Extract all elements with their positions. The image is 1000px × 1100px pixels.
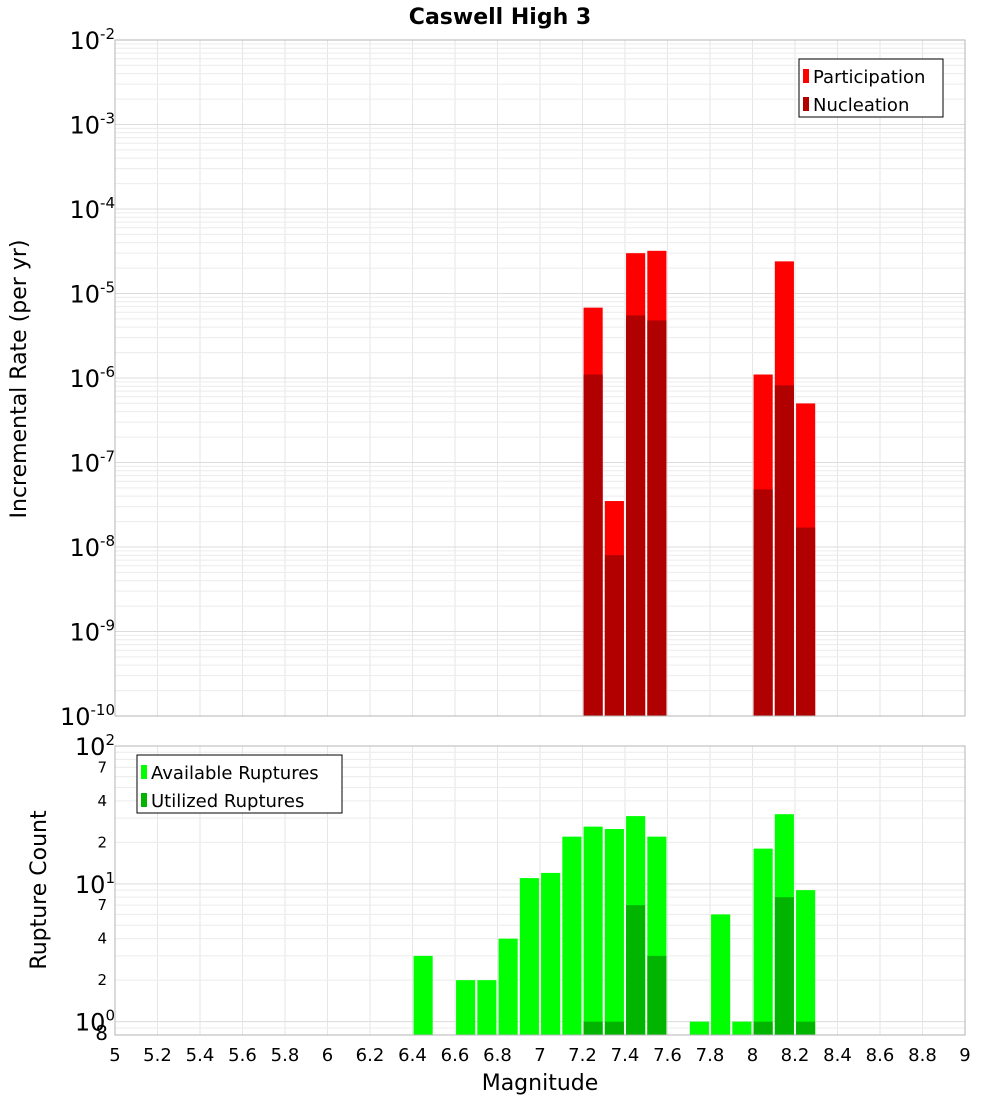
- x-tick-label: 5.8: [271, 1045, 300, 1066]
- x-tick-label: 5.4: [186, 1045, 215, 1066]
- count-y-minor-tick-label: 2: [97, 971, 107, 989]
- x-tick-label: 7.6: [653, 1045, 682, 1066]
- x-tick-label: 6.2: [356, 1045, 385, 1066]
- x-tick-label: 5.2: [143, 1045, 172, 1066]
- rate-y-tick-label: 10-9: [69, 617, 115, 647]
- count-legend-swatch: [141, 765, 147, 779]
- rate-bar-nucleation: [774, 385, 794, 716]
- x-tick-label: 7: [534, 1045, 545, 1066]
- count-y-tick-label: 100: [75, 1007, 115, 1037]
- count-bar-available-ruptures: [689, 1021, 709, 1035]
- count-legend-label: Available Ruptures: [151, 763, 319, 784]
- count-bar-available-ruptures: [498, 938, 518, 1035]
- rate-bar-nucleation: [753, 489, 773, 716]
- x-tick-label: 6.8: [483, 1045, 512, 1066]
- rate-y-tick-label: 10-3: [69, 110, 115, 140]
- x-tick-label: 8.2: [781, 1045, 810, 1066]
- count-y-minor-tick-label: 7: [97, 758, 107, 776]
- count-legend-box: [136, 754, 343, 814]
- x-tick-label: 8: [747, 1045, 758, 1066]
- rate-bar-nucleation: [583, 374, 603, 716]
- count-y-axis-label: Rupture Count: [27, 810, 52, 970]
- count-bar-utilized-ruptures: [753, 1021, 773, 1035]
- count-y-minor-tick-label: 4: [97, 930, 107, 948]
- rate-y-axis-label: Incremental Rate (per yr): [7, 240, 32, 519]
- count-bar-utilized-ruptures: [774, 897, 794, 1035]
- count-y-tick-label: 101: [75, 869, 115, 899]
- x-tick-label: 8.8: [908, 1045, 937, 1066]
- count-legend-label: Utilized Ruptures: [151, 791, 304, 812]
- count-bar-available-ruptures: [477, 980, 497, 1035]
- rate-y-tick-label: 10-6: [69, 363, 115, 393]
- rate-bar-nucleation: [626, 315, 646, 716]
- count-bar-available-ruptures: [753, 848, 773, 1035]
- count-bar-available-ruptures: [711, 914, 731, 1035]
- rate-legend-swatch: [803, 69, 809, 83]
- count-y-minor-tick-label: 2: [97, 833, 107, 851]
- x-tick-label: 5.6: [228, 1045, 257, 1066]
- rate-y-tick-label: 10-7: [69, 448, 115, 478]
- count-bar-available-ruptures: [604, 828, 624, 1035]
- rate-legend-box: [798, 58, 944, 118]
- count-bar-utilized-ruptures: [604, 1021, 624, 1035]
- count-bar-available-ruptures: [562, 836, 582, 1035]
- x-tick-label: 5: [109, 1045, 120, 1066]
- count-bar-available-ruptures: [796, 890, 816, 1035]
- count-plot-border: [114, 745, 966, 1036]
- count-legend-swatch: [141, 793, 147, 807]
- rate-y-tick-label: 10-5: [69, 279, 115, 309]
- x-tick-label: 9: [959, 1045, 970, 1066]
- x-tick-label: 6: [322, 1045, 333, 1066]
- rate-legend-swatch: [803, 97, 809, 111]
- count-bar-available-ruptures: [519, 878, 539, 1035]
- count-bar-available-ruptures: [413, 955, 433, 1035]
- count-bar-utilized-ruptures: [647, 955, 667, 1035]
- rate-legend-label: Participation: [813, 67, 925, 88]
- chart-title: Caswell High 3: [409, 5, 591, 30]
- count-bar-available-ruptures: [541, 872, 561, 1035]
- x-tick-label: 6.4: [398, 1045, 427, 1066]
- x-tick-label: 8.6: [866, 1045, 895, 1066]
- x-tick-label: 7.4: [611, 1045, 640, 1066]
- x-tick-label: 7.8: [696, 1045, 725, 1066]
- x-axis-label: Magnitude: [482, 1071, 599, 1096]
- x-tick-label: 8.4: [823, 1045, 852, 1066]
- count-y-minor-tick-label: 8: [95, 1021, 108, 1045]
- count-bar-available-ruptures: [732, 1021, 752, 1035]
- rate-y-tick-label: 10-10: [60, 701, 115, 731]
- rate-bar-nucleation: [604, 555, 624, 716]
- count-bar-available-ruptures: [456, 980, 476, 1035]
- rate-plot-border: [114, 39, 966, 717]
- rate-y-tick-label: 10-2: [69, 25, 115, 55]
- count-y-minor-tick-label: 4: [97, 792, 107, 810]
- rate-bar-nucleation: [796, 527, 816, 716]
- count-bar-utilized-ruptures: [626, 905, 646, 1035]
- rate-y-tick-label: 10-8: [69, 532, 115, 562]
- x-tick-label: 6.6: [441, 1045, 470, 1066]
- count-bar-utilized-ruptures: [796, 1021, 816, 1035]
- rate-legend-label: Nucleation: [813, 95, 909, 116]
- count-y-tick-label: 102: [75, 731, 115, 761]
- rate-y-tick-label: 10-4: [69, 194, 115, 224]
- x-tick-label: 7.2: [568, 1045, 597, 1066]
- count-bar-utilized-ruptures: [583, 1021, 603, 1035]
- count-bar-available-ruptures: [583, 826, 603, 1035]
- rate-bar-nucleation: [647, 320, 667, 716]
- count-y-minor-tick-label: 7: [97, 896, 107, 914]
- rupture-count-chart: 100 101 102 8 2 4 7 2 4 7 5 5.2 5.4 5.6 5.8 6 6.2 6.4 6.6 6…: [75, 731, 971, 1066]
- rate-chart: 10-10 10-9 10-8 10-7 10-6 10-5 10-4 10-3 10-2 Par…: [60, 25, 966, 731]
